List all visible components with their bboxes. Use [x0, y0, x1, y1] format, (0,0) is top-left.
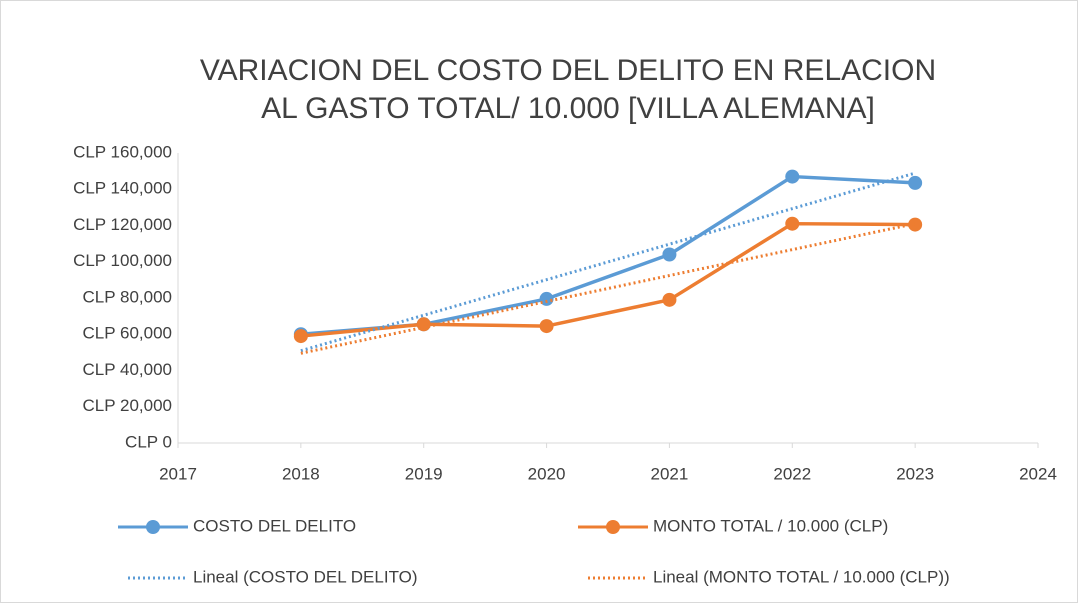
- chart-title: VARIACION DEL COSTO DEL DELITO EN RELACI…: [200, 54, 936, 87]
- legend-marker: [146, 520, 160, 534]
- x-tick-label: 2020: [528, 464, 566, 483]
- legend-label: MONTO TOTAL / 10.000 (CLP): [653, 516, 888, 535]
- y-tick-label: CLP 20,000: [83, 396, 172, 415]
- y-tick-label: CLP 160,000: [73, 142, 172, 161]
- x-tick-label: 2022: [773, 464, 811, 483]
- x-tick-label: 2017: [159, 464, 197, 483]
- x-tick-label: 2024: [1019, 464, 1057, 483]
- y-tick-label: CLP 80,000: [83, 287, 172, 306]
- data-point: [662, 292, 677, 307]
- x-tick-label: 2021: [651, 464, 689, 483]
- y-tick-label: CLP 140,000: [73, 179, 172, 198]
- data-point: [908, 175, 923, 190]
- x-tick-label: 2023: [896, 464, 934, 483]
- legend-label: COSTO DEL DELITO: [193, 516, 356, 535]
- x-tick-label: 2018: [282, 464, 320, 483]
- data-point: [416, 317, 431, 332]
- legend-label: Lineal (COSTO DEL DELITO): [193, 567, 418, 586]
- data-point: [539, 319, 554, 334]
- chart-title: AL GASTO TOTAL/ 10.000 [VILLA ALEMANA]: [261, 92, 875, 125]
- trend-line: [300, 171, 916, 353]
- y-tick-label: CLP 120,000: [73, 215, 172, 234]
- legend-marker: [606, 520, 620, 534]
- data-point: [539, 291, 554, 306]
- legend-label: Lineal (MONTO TOTAL / 10.000 (CLP)): [653, 567, 950, 586]
- data-point: [662, 247, 677, 262]
- series-line: [300, 221, 916, 338]
- y-tick-label: CLP 60,000: [83, 324, 172, 343]
- data-point: [908, 217, 923, 232]
- y-tick-label: CLP 40,000: [83, 360, 172, 379]
- y-tick-label: CLP 0: [125, 432, 172, 451]
- data-point: [785, 169, 800, 184]
- x-tick-label: 2019: [405, 464, 443, 483]
- data-point: [293, 329, 308, 344]
- data-point: [785, 216, 800, 231]
- y-tick-label: CLP 100,000: [73, 251, 172, 270]
